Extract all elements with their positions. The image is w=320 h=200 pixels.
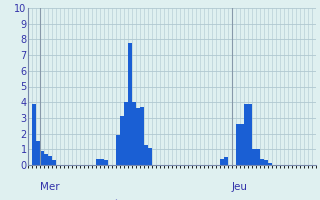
- Bar: [264, 160, 268, 165]
- Bar: [52, 160, 56, 165]
- Bar: [116, 135, 120, 165]
- Bar: [224, 157, 228, 165]
- Bar: [260, 159, 264, 165]
- Bar: [32, 104, 36, 165]
- Bar: [140, 107, 144, 165]
- Bar: [132, 102, 136, 165]
- Bar: [128, 43, 132, 165]
- Bar: [104, 160, 108, 165]
- Bar: [120, 116, 124, 165]
- Bar: [36, 141, 40, 165]
- Bar: [220, 159, 224, 165]
- Bar: [244, 104, 248, 165]
- Bar: [248, 104, 252, 165]
- Bar: [252, 149, 256, 165]
- Bar: [144, 145, 148, 165]
- Bar: [148, 148, 152, 165]
- Bar: [48, 156, 52, 165]
- Bar: [96, 159, 100, 165]
- Bar: [40, 151, 44, 165]
- Bar: [124, 102, 128, 165]
- Bar: [236, 124, 240, 165]
- Bar: [100, 159, 104, 165]
- Bar: [44, 154, 48, 165]
- Bar: [268, 163, 272, 165]
- Bar: [240, 124, 244, 165]
- Bar: [136, 108, 140, 165]
- Text: Jeu: Jeu: [232, 182, 248, 192]
- Bar: [256, 149, 260, 165]
- Text: Mer: Mer: [40, 182, 60, 192]
